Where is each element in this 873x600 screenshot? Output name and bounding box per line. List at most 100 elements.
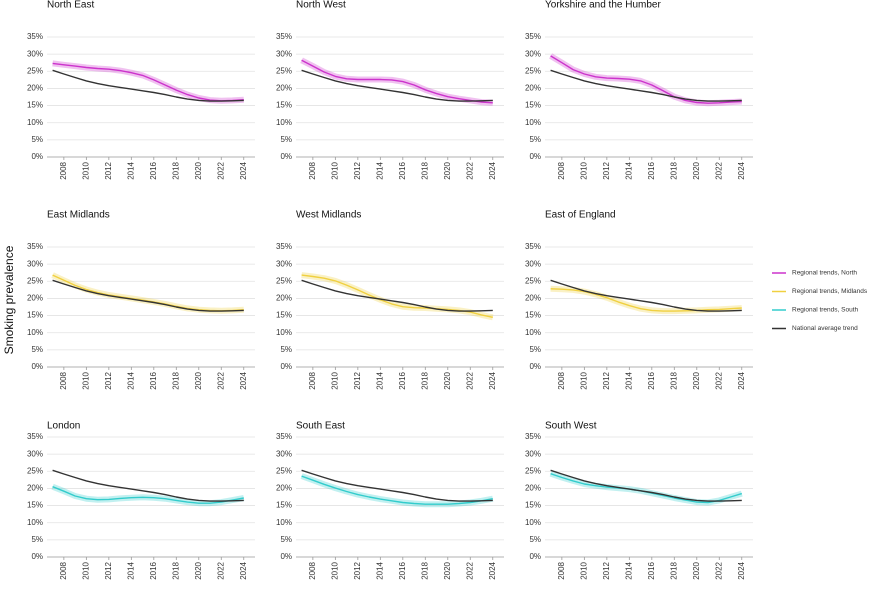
x-tick-label: 2008 [308,561,317,579]
x-tick-label: 2016 [647,161,656,179]
x-tick-label: 2022 [714,161,723,179]
x-tick-label: 2016 [398,371,407,389]
y-tick-label: 5% [529,135,541,144]
y-tick-label: 0% [31,152,43,161]
y-tick-label: 10% [276,518,292,527]
y-tick-label: 15% [276,311,292,320]
x-tick-label: 2018 [669,371,678,389]
confidence-band-line [300,57,493,106]
x-tick-label: 2024 [737,161,746,179]
x-tick-label: 2020 [692,371,701,389]
x-tick-label: 2018 [171,371,180,389]
y-tick-label: 25% [525,466,541,475]
y-tick-label: 35% [27,32,43,41]
trend-line [301,69,493,102]
y-tick-label: 30% [525,49,541,58]
y-tick-label: 35% [27,242,43,251]
y-tick-label: 25% [27,66,43,75]
x-tick-label: 2020 [692,561,701,579]
panel-title: North West [296,0,346,11]
y-tick-label: 20% [27,84,43,93]
y-tick-label: 30% [276,259,292,268]
x-tick-label: 2016 [647,561,656,579]
y-tick-label: 5% [31,345,43,354]
x-tick-label: 2018 [669,561,678,579]
y-tick-label: 30% [27,449,43,458]
trend-line [301,475,493,505]
x-tick-label: 2010 [330,371,339,389]
y-tick-label: 25% [276,66,292,75]
y-tick-label: 0% [529,152,541,161]
x-tick-label: 2014 [624,371,633,389]
y-tick-label: 25% [276,276,292,285]
x-tick-label: 2016 [398,161,407,179]
trend-line [301,469,493,502]
y-tick-label: 0% [31,552,43,561]
y-tick-label: 5% [280,535,292,544]
y-tick-label: 5% [31,535,43,544]
x-tick-label: 2010 [579,371,588,389]
y-tick-label: 35% [276,432,292,441]
x-tick-label: 2016 [149,561,158,579]
y-tick-label: 15% [525,311,541,320]
x-tick-label: 2018 [171,161,180,179]
y-tick-label: 5% [529,345,541,354]
panel-title: East of England [545,210,616,221]
x-tick-label: 2024 [488,371,497,389]
x-tick-label: 2020 [194,561,203,579]
legend-label: Regional trends, Midlands [792,288,868,295]
x-tick-label: 2012 [104,161,113,179]
x-tick-label: 2022 [216,371,225,389]
x-tick-label: 2020 [692,161,701,179]
x-tick-label: 2014 [126,371,135,389]
trend-line [550,69,742,102]
y-tick-label: 20% [525,484,541,493]
trend-line [52,274,244,312]
x-tick-label: 2018 [669,161,678,179]
panel-title: East Midlands [47,210,110,221]
y-tick-label: 15% [27,501,43,510]
x-tick-label: 2022 [465,161,474,179]
x-tick-label: 2008 [308,371,317,389]
y-tick-label: 10% [525,518,541,527]
x-tick-label: 2022 [465,371,474,389]
y-tick-label: 30% [276,49,292,58]
x-tick-label: 2010 [81,161,90,179]
x-tick-label: 2010 [579,161,588,179]
panel-title: Yorkshire and the Humber [545,0,661,11]
x-tick-label: 2022 [216,161,225,179]
x-tick-label: 2024 [239,561,248,579]
x-tick-label: 2012 [353,371,362,389]
x-tick-label: 2012 [353,561,362,579]
x-tick-label: 2024 [488,561,497,579]
y-tick-label: 5% [280,135,292,144]
x-tick-label: 2008 [59,561,68,579]
x-tick-label: 2014 [375,371,384,389]
y-tick-label: 15% [525,101,541,110]
x-tick-label: 2020 [443,371,452,389]
y-tick-label: 0% [529,362,541,371]
x-tick-label: 2024 [239,161,248,179]
x-tick-label: 2022 [714,561,723,579]
y-tick-label: 35% [276,242,292,251]
x-tick-label: 2012 [104,561,113,579]
y-tick-label: 30% [27,49,43,58]
y-tick-label: 5% [280,345,292,354]
y-tick-label: 25% [525,276,541,285]
y-tick-label: 0% [31,362,43,371]
x-tick-label: 2016 [149,371,158,389]
x-tick-label: 2020 [443,161,452,179]
y-tick-label: 20% [276,484,292,493]
x-tick-label: 2012 [602,161,611,179]
y-tick-label: 15% [525,501,541,510]
trend-line [550,55,742,104]
y-tick-label: 5% [529,535,541,544]
y-tick-label: 0% [529,552,541,561]
y-tick-label: 15% [276,501,292,510]
panel-title: North East [47,0,94,11]
y-tick-label: 35% [525,242,541,251]
legend-label: Regional trends, South [792,307,859,314]
confidence-band-line [52,60,244,104]
y-tick-label: 20% [525,84,541,93]
